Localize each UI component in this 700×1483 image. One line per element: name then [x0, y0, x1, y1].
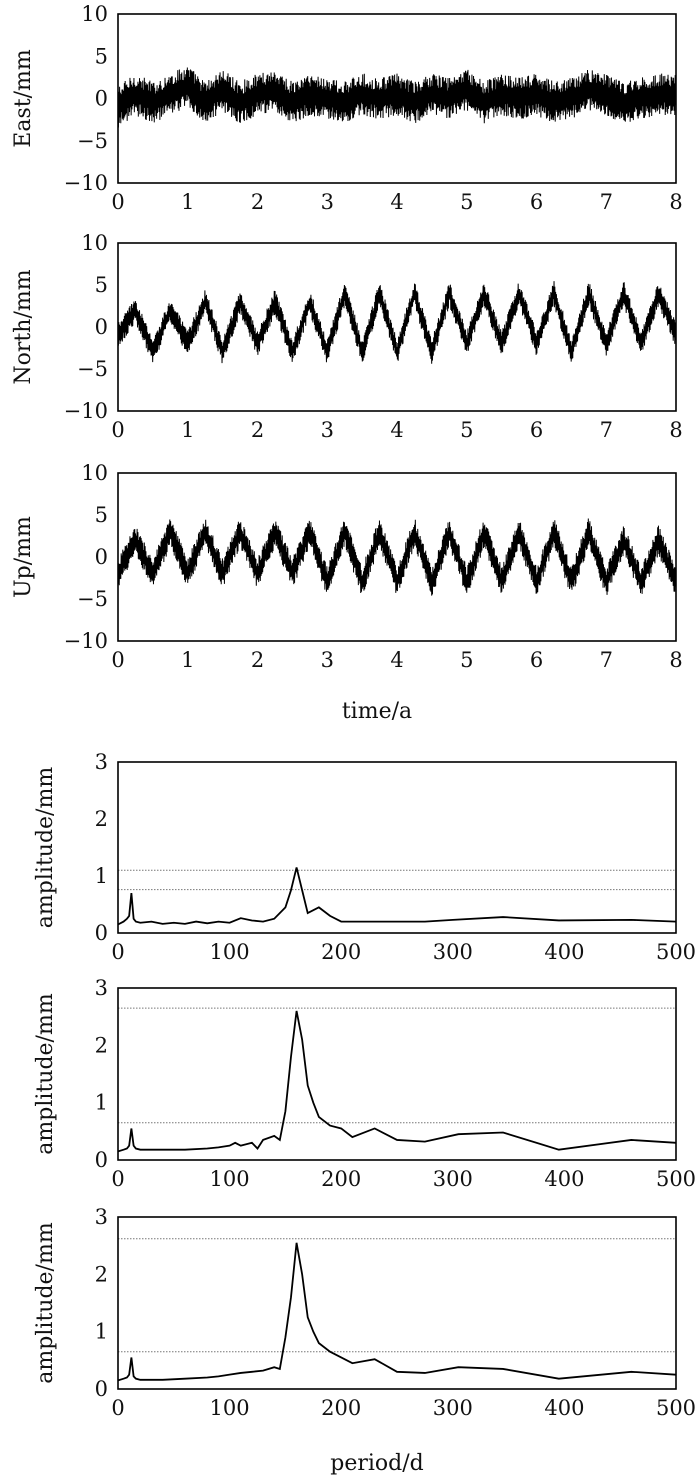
- x-tick-label: 3: [321, 648, 334, 672]
- x-tick-label: 400: [544, 1396, 584, 1420]
- plot-frame: [117, 472, 677, 642]
- x-tick-label: 4: [390, 418, 403, 442]
- x-tick-label: 3: [321, 418, 334, 442]
- series-line-1: [118, 867, 676, 926]
- x-tick-label: 100: [210, 1167, 250, 1191]
- y-tick-label: 1: [95, 1091, 108, 1115]
- chart-panel-4: 0 100 200 300 400 500 3 2 1 0 amplitude/mm: [33, 750, 696, 964]
- y-tick-label: 3: [95, 976, 108, 1000]
- x-tick-label: 2: [251, 190, 264, 214]
- y-tick-label: 1: [95, 864, 108, 888]
- x-tick-label: 200: [321, 1396, 361, 1420]
- y-tick-label: 0: [95, 315, 108, 339]
- x-tick-label: 5: [460, 418, 473, 442]
- y-tick-label: −5: [77, 587, 108, 611]
- y-tick-label: 10: [81, 231, 108, 255]
- x-tick-label: 1: [181, 190, 194, 214]
- chart-panel-1: 0 1 2 3 4 5 6 7 8 10 5 0 −5 −10 East/mm: [11, 2, 683, 214]
- x-tick-label: 8: [669, 190, 682, 214]
- x-axis-title: period/d: [330, 1451, 423, 1476]
- plot-frame: [117, 242, 677, 412]
- x-tick-label: 3: [321, 190, 334, 214]
- y-tick-label: 2: [95, 1033, 108, 1057]
- x-tick-label: 500: [656, 940, 696, 964]
- y-tick-label: 0: [95, 545, 108, 569]
- y-axis-title: Up/mm: [11, 516, 36, 598]
- x-tick-label: 6: [530, 648, 543, 672]
- chart-panel-5: 0 100 200 300 400 500 3 2 1 0 amplitude/mm: [33, 976, 696, 1191]
- x-tick-label: 300: [433, 1167, 473, 1191]
- y-tick-label: −10: [64, 629, 108, 653]
- x-tick-label: 0: [111, 648, 124, 672]
- y-tick-label: 1: [95, 1320, 108, 1344]
- series-line-1: [118, 1242, 676, 1382]
- y-tick-label: 2: [95, 807, 108, 831]
- series-line-1: [118, 281, 676, 364]
- y-tick-label: 5: [95, 503, 108, 527]
- x-tick-label: 300: [433, 1396, 473, 1420]
- x-tick-label: 1: [181, 648, 194, 672]
- x-tick-label: 100: [210, 1396, 250, 1420]
- x-tick-label: 7: [600, 648, 613, 672]
- x-tick-label: 200: [321, 940, 361, 964]
- x-tick-label: 400: [544, 940, 584, 964]
- y-tick-label: 3: [95, 750, 108, 774]
- chart-panel-3: 0 1 2 3 4 5 6 7 8 10 5 0 −5 −10 Up/mm time/a: [11, 461, 683, 724]
- y-tick-label: 0: [95, 921, 108, 945]
- plot-frame: [117, 1216, 677, 1390]
- x-tick-label: 5: [460, 648, 473, 672]
- plot-frame: [117, 13, 677, 184]
- x-tick-label: 1: [181, 418, 194, 442]
- chart-panel-2: 0 1 2 3 4 5 6 7 8 10 5 0 −5 −10 North/mm: [11, 231, 683, 442]
- x-tick-label: 7: [600, 418, 613, 442]
- x-tick-label: 8: [669, 648, 682, 672]
- series-line-1: [118, 67, 676, 128]
- series-line-1: [118, 1010, 676, 1153]
- y-tick-label: 5: [95, 273, 108, 297]
- x-tick-label: 6: [530, 418, 543, 442]
- x-tick-label: 500: [656, 1396, 696, 1420]
- plot-frame: [117, 987, 677, 1161]
- x-tick-label: 200: [321, 1167, 361, 1191]
- y-tick-label: −10: [64, 399, 108, 423]
- x-tick-label: 2: [251, 648, 264, 672]
- x-tick-label: 2: [251, 418, 264, 442]
- x-tick-label: 100: [210, 940, 250, 964]
- y-tick-label: 10: [81, 2, 108, 26]
- x-tick-label: 4: [390, 190, 403, 214]
- y-axis-title: North/mm: [11, 269, 36, 384]
- y-tick-label: 5: [95, 44, 108, 68]
- x-tick-label: 0: [111, 1396, 124, 1420]
- x-tick-label: 300: [433, 940, 473, 964]
- y-tick-label: 0: [95, 87, 108, 111]
- x-tick-label: 0: [111, 418, 124, 442]
- y-axis-title: East/mm: [11, 49, 36, 148]
- y-tick-label: 10: [81, 461, 108, 485]
- x-axis-title: time/a: [342, 699, 412, 724]
- y-tick-label: 3: [95, 1205, 108, 1229]
- y-tick-label: 0: [95, 1148, 108, 1172]
- x-tick-label: 500: [656, 1167, 696, 1191]
- x-tick-label: 4: [390, 648, 403, 672]
- x-tick-label: 6: [530, 190, 543, 214]
- y-tick-label: −5: [77, 357, 108, 381]
- y-axis-title: amplitude/mm: [33, 767, 58, 929]
- x-tick-label: 0: [111, 1167, 124, 1191]
- x-tick-label: 0: [111, 940, 124, 964]
- y-tick-label: 2: [95, 1262, 108, 1286]
- chart-panel-6: 0 100 200 300 400 500 3 2 1 0 amplitude/mm period/d: [33, 1205, 696, 1476]
- y-tick-label: 0: [95, 1377, 108, 1401]
- series-line-1: [118, 518, 676, 596]
- x-tick-label: 0: [111, 190, 124, 214]
- x-tick-label: 8: [669, 418, 682, 442]
- plot-frame: [117, 761, 677, 934]
- x-tick-label: 400: [544, 1167, 584, 1191]
- y-axis-title: amplitude/mm: [33, 993, 58, 1155]
- y-axis-title: amplitude/mm: [33, 1222, 58, 1384]
- y-tick-label: −5: [77, 129, 108, 153]
- x-tick-label: 5: [460, 190, 473, 214]
- y-tick-label: −10: [64, 171, 108, 195]
- x-tick-label: 7: [600, 190, 613, 214]
